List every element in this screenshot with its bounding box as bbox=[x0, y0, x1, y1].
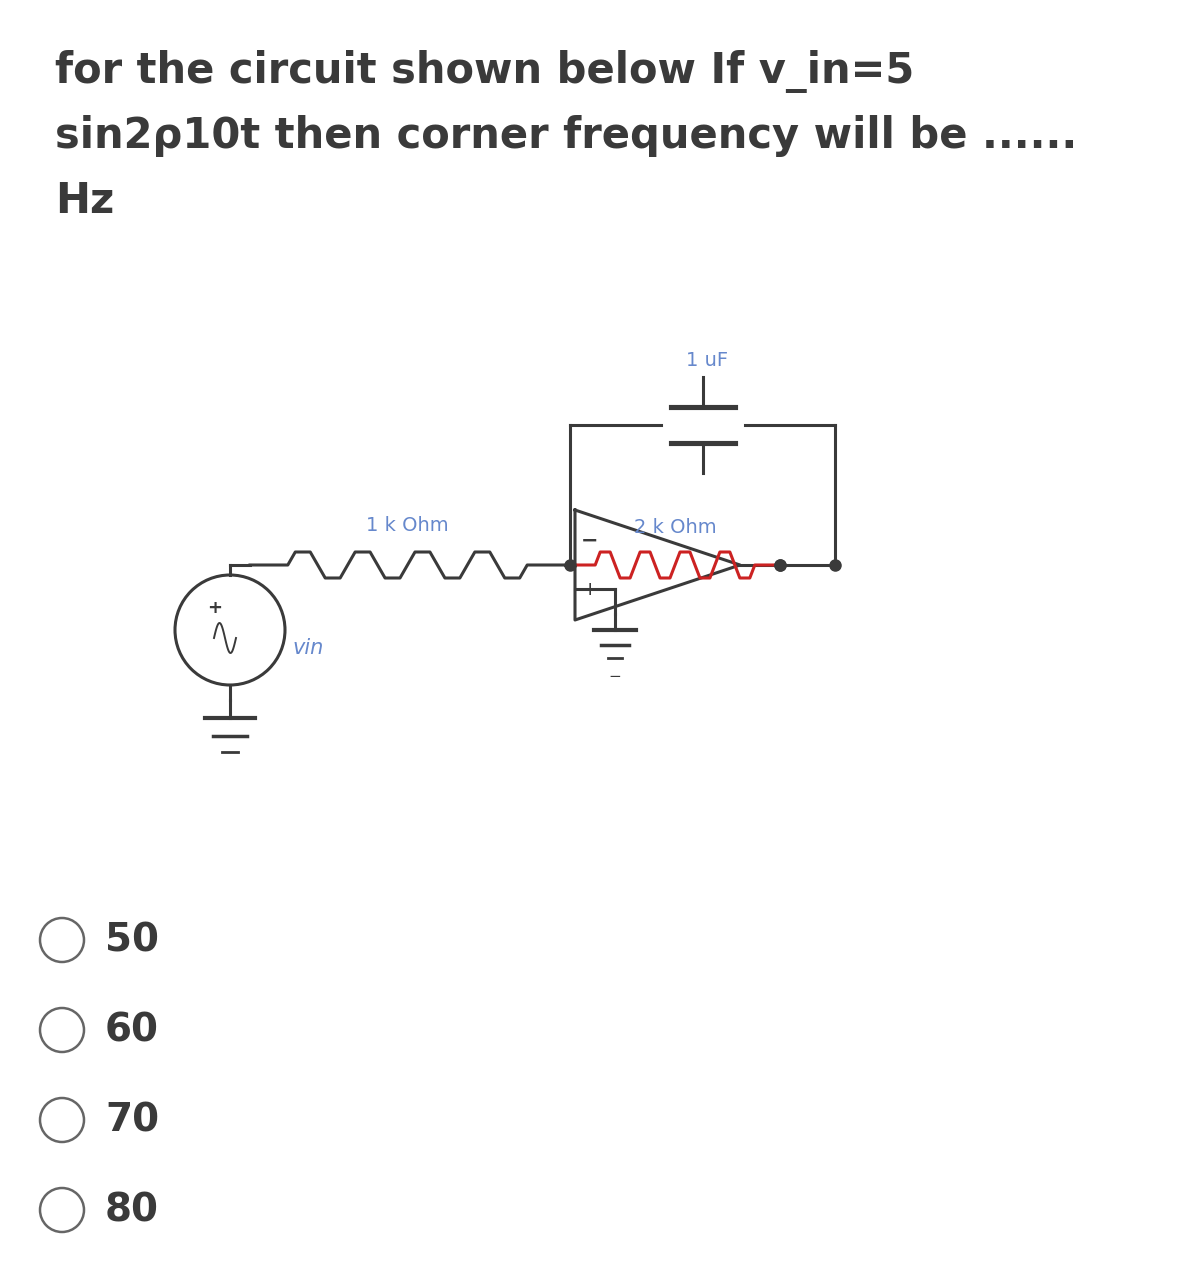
Text: +: + bbox=[582, 580, 598, 599]
Text: for the circuit shown below If v_in=5: for the circuit shown below If v_in=5 bbox=[55, 50, 914, 93]
Text: 80: 80 bbox=[106, 1190, 159, 1229]
Text: 60: 60 bbox=[106, 1011, 159, 1050]
Text: 70: 70 bbox=[106, 1101, 159, 1139]
Text: 1 uF: 1 uF bbox=[687, 351, 728, 370]
Text: sin2ρ10t then corner frequency will be ......: sin2ρ10t then corner frequency will be .… bbox=[55, 115, 1077, 157]
Text: 2 k Ohm: 2 k Ohm bbox=[633, 518, 716, 538]
Text: Hz: Hz bbox=[55, 180, 114, 221]
Text: 1 k Ohm: 1 k Ohm bbox=[366, 516, 448, 535]
Text: 50: 50 bbox=[106, 922, 159, 959]
Text: vin: vin bbox=[293, 637, 325, 658]
Text: −: − bbox=[581, 531, 599, 550]
Text: −: − bbox=[608, 668, 621, 684]
Text: +: + bbox=[208, 599, 223, 617]
